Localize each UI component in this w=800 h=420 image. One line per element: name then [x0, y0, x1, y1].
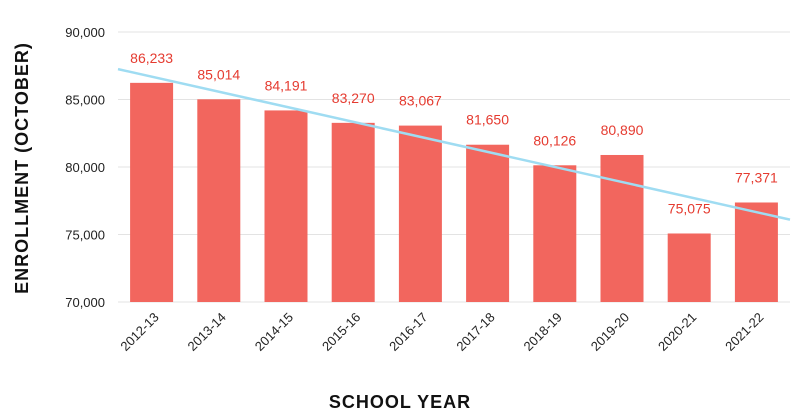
x-tick-label: 2021-22: [722, 310, 766, 354]
data-label: 77,371: [735, 169, 778, 185]
bars: [130, 82, 778, 303]
bar-2018-19: [533, 165, 577, 302]
y-tick-label: 70,000: [65, 295, 105, 310]
data-label: 80,890: [601, 122, 644, 138]
bar-2017-18: [466, 144, 510, 302]
data-label: 83,067: [399, 93, 442, 109]
bar-2020-21: [667, 233, 711, 302]
x-axis-title: SCHOOL YEAR: [329, 392, 471, 412]
x-tick-label: 2018-19: [521, 310, 565, 354]
bar-2015-16: [331, 122, 375, 302]
data-label: 75,075: [668, 200, 711, 216]
x-tick-label: 2012-13: [117, 310, 161, 354]
trendline: [117, 67, 791, 221]
data-label: 81,650: [466, 112, 509, 128]
x-tick-label: 2013-14: [185, 310, 229, 354]
bar-2013-14: [197, 99, 241, 302]
bar-2012-13: [130, 82, 174, 303]
data-label: 80,126: [533, 132, 576, 148]
bar-2016-17: [398, 125, 442, 303]
data-labels: 86,233 85,014 84,191 83,270 83,067 81,650 80,1…: [130, 50, 778, 217]
y-tick-label: 90,000: [65, 25, 105, 40]
bar-2014-15: [264, 110, 308, 302]
bar-2021-22: [734, 202, 778, 302]
y-tick-label: 80,000: [65, 160, 105, 175]
trendline-layer: [117, 67, 791, 221]
y-tick-label: 85,000: [65, 93, 105, 108]
x-tick-label: 2014-15: [252, 310, 296, 354]
x-tick-label: 2016-17: [386, 310, 430, 354]
x-tick-label: 2015-16: [319, 310, 363, 354]
data-label: 83,270: [332, 90, 375, 106]
y-axis-ticks: 70,000 75,000 80,000 85,000 90,000: [65, 25, 105, 310]
bar-2019-20: [600, 154, 644, 302]
x-tick-label: 2019-20: [588, 310, 632, 354]
data-label: 86,233: [130, 50, 173, 66]
y-axis-title: ENROLLMENT (OCTOBER): [12, 42, 32, 294]
x-axis-ticks: 2012-13 2013-14 2014-15 2015-16 2016-17 2017-…: [117, 310, 766, 354]
data-label: 85,014: [197, 66, 240, 82]
data-label: 84,191: [265, 77, 308, 93]
y-tick-label: 75,000: [65, 228, 105, 243]
x-tick-label: 2020-21: [655, 310, 699, 354]
x-tick-label: 2017-18: [453, 310, 497, 354]
